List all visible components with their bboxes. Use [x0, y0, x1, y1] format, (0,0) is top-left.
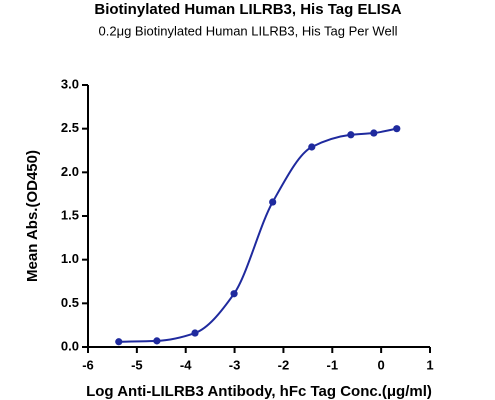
y-tick-label: 0.5 [61, 295, 79, 310]
y-axis-title: Mean Abs.(OD450) [24, 150, 41, 282]
x-tick-label: -6 [82, 357, 94, 372]
y-tick-label: 3.0 [61, 76, 79, 91]
y-tick-label: 1.5 [61, 207, 79, 222]
x-tick-label: -2 [278, 357, 290, 372]
data-point [153, 337, 161, 345]
x-tick-label: 1 [426, 357, 433, 372]
data-point [269, 198, 277, 206]
y-tick-label: 2.5 [61, 120, 79, 135]
x-tick-label: 0 [378, 357, 385, 372]
x-tick-label: -3 [229, 357, 241, 372]
y-tick-label: 0.0 [61, 338, 79, 353]
x-axis-title: Log Anti-LILRB3 Antibody, hFc Tag Conc.(… [86, 383, 432, 400]
x-tick-label: -5 [131, 357, 143, 372]
x-tick-label: -1 [327, 357, 339, 372]
data-point [115, 338, 123, 346]
data-point [347, 131, 355, 139]
data-point [308, 143, 316, 151]
fit-curve [118, 127, 397, 343]
chart-title: Biotinylated Human LILRB3, His Tag ELISA [94, 1, 401, 18]
data-point [370, 129, 378, 137]
data-point [191, 329, 199, 337]
data-point [230, 290, 238, 298]
chart-subtitle: 0.2μg Biotinylated Human LILRB3, His Tag… [99, 23, 398, 38]
y-tick-label: 2.0 [61, 164, 79, 179]
data-point [393, 125, 401, 133]
x-tick-label: -4 [180, 357, 192, 372]
y-tick-label: 1.0 [61, 251, 79, 266]
